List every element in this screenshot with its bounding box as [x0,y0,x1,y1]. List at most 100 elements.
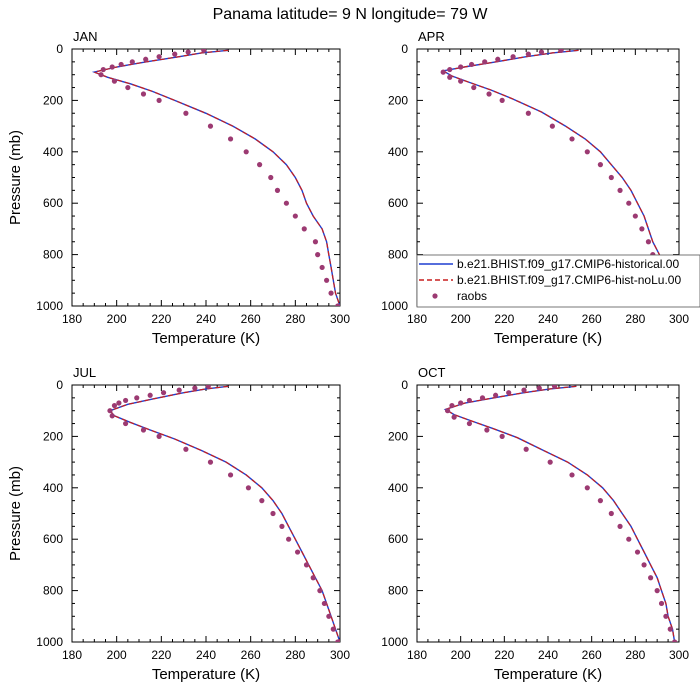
x-tick-label: 220 [151,312,171,326]
y-tick-label: 1000 [36,299,63,313]
raobs-point [458,64,464,70]
plot-frame [71,48,341,307]
y-tick-label: 200 [388,429,408,443]
raobs-point [447,74,453,80]
raobs-point [227,136,234,142]
x-tick-label: 240 [538,312,558,326]
raobs-point [123,420,129,427]
raobs-point [116,400,122,406]
raobs-point [227,472,234,478]
raobs-point [495,56,501,62]
model-line-dashed [443,385,676,642]
raobs-point [286,536,292,542]
raobs-point [319,264,325,271]
raobs-point [584,149,590,155]
y-tick-label: 400 [388,481,408,495]
x-tick-label: 300 [669,312,689,326]
x-tick-label: 220 [151,648,171,662]
raobs-point [641,562,647,568]
y-tick-label: 0 [401,378,408,392]
raobs-point [176,387,182,393]
raobs-point [447,66,453,73]
raobs-point [283,200,289,206]
raobs-point [506,390,512,396]
raobs-point [134,395,140,401]
y-axis-label: Pressure (mb) [7,130,24,225]
raobs-point [172,51,178,57]
raobs-point [486,91,492,97]
raobs-point [663,613,669,619]
raobs-point [335,303,340,306]
raobs-point [510,54,516,60]
panels: 180 200 220 240 260 280 300 0 200 400 600 800 1000 JA… [7,29,700,683]
raobs-point [444,408,451,414]
raobs-point [632,213,638,219]
raobs-point [111,402,118,409]
x-axis-label: Temperature (K) [494,330,602,347]
legend-label: b.e21.BHIST.f09_g17.CMIP6-historical.00 [457,257,679,271]
x-tick-label: 200 [451,648,471,662]
raobs-point [558,49,564,53]
x-tick-label: 200 [107,312,127,326]
raobs-point [458,400,464,406]
x-tick-label: 280 [625,312,645,326]
legend-label: b.e21.BHIST.f09_g17.CMIP6-hist-noLu.00 [457,273,681,287]
y-tick-label: 600 [388,196,408,210]
model-line-solid [91,49,340,306]
raobs-point [672,639,678,642]
raobs-point [449,402,455,409]
panel-jul: 180 200 220 240 260 280 300 0 200 400 600 800 1000 JU… [7,365,350,683]
raobs-point [183,110,189,116]
y-axis-label: Pressure (mb) [7,466,24,561]
x-tick-label: 240 [196,648,216,662]
raobs-point [658,600,665,607]
raobs-point [569,472,575,478]
raobs-point [268,174,274,181]
raobs-point [100,66,106,73]
raobs-point [147,392,153,398]
x-tick-label: 220 [494,648,514,662]
legend-label: raobs [457,289,487,303]
raobs-point [107,408,113,414]
plot-frame [416,384,680,643]
raobs-point [328,290,334,296]
raobs-point [536,385,542,391]
y-tick-label: 0 [56,378,63,392]
panel-title: JAN [73,29,98,44]
raobs-point [466,397,472,404]
x-tick-label: 260 [241,648,261,662]
legend-box [416,254,700,308]
raobs-point [525,51,531,57]
raobs-point [499,433,505,439]
raobs-point [667,626,673,632]
model-line-solid [108,385,340,642]
x-tick-label: 240 [538,648,558,662]
legend-marker-raobs [432,293,438,299]
raobs-point [617,187,623,193]
y-tick-label: 200 [43,93,63,107]
raobs-point [111,78,118,84]
raobs-point [156,97,162,103]
raobs-point [109,413,115,419]
y-tick-label: 600 [43,532,63,546]
raobs-point [109,64,115,70]
raobs-point [324,277,330,283]
raobs-point [551,385,558,389]
model-line-dashed [92,49,340,306]
raobs-point [493,392,499,398]
x-tick-label: 200 [107,648,127,662]
y-tick-label: 0 [56,42,63,56]
raobs-point [523,446,529,452]
raobs-point [245,485,252,491]
raobs-point [547,459,553,465]
legend: b.e21.BHIST.f09_g17.CMIP6-historical.00b… [416,254,700,308]
x-tick-label: 280 [285,648,305,662]
raobs-point [626,200,632,206]
figure-title: Panama latitude= 9 N longitude= 79 W [213,6,489,23]
x-tick-label: 180 [407,312,427,326]
y-tick-label: 600 [43,196,63,210]
raobs-point [330,626,336,632]
raobs-point [123,397,129,404]
x-tick-label: 180 [62,312,82,326]
y-tick-label: 1000 [381,635,408,649]
